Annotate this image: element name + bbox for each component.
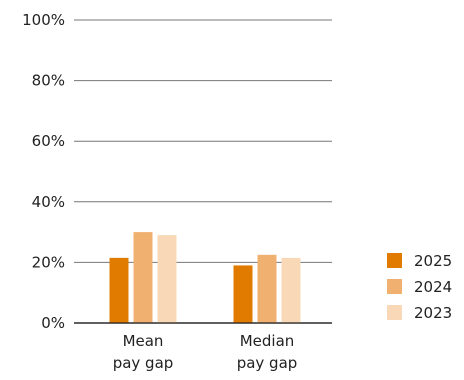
y-tick-label: 60% (32, 132, 65, 150)
y-tick-label: 100% (22, 11, 65, 29)
legend-label: 2025 (414, 252, 452, 270)
category-label: pay gap (113, 354, 174, 372)
bar-2023-1 (281, 257, 301, 323)
y-axis-tick-labels: 0% 20% 40% 60% 80% 100% (22, 11, 65, 332)
bar-2024-1 (257, 254, 277, 323)
bar-2025-1 (233, 265, 253, 323)
legend-label: 2023 (414, 304, 452, 322)
bar-2024-0 (133, 232, 153, 323)
y-tick-label: 80% (32, 72, 65, 90)
legend-swatch-2023 (387, 305, 402, 320)
legend: 2025 2024 2023 (387, 252, 452, 322)
y-tick-label: 0% (41, 314, 65, 332)
x-axis-category-labels: Mean pay gap Median pay gap (113, 332, 298, 372)
y-tick-label: 40% (32, 193, 65, 211)
bars (74, 232, 332, 324)
legend-label: 2024 (414, 278, 452, 296)
legend-swatch-2025 (387, 253, 402, 268)
category-label: Median (240, 332, 295, 350)
bar-2023-0 (157, 235, 177, 323)
y-tick-label: 20% (32, 253, 65, 271)
bar-2025-0 (109, 257, 129, 323)
category-label: pay gap (237, 354, 298, 372)
category-label: Mean (123, 332, 164, 350)
legend-swatch-2024 (387, 279, 402, 294)
